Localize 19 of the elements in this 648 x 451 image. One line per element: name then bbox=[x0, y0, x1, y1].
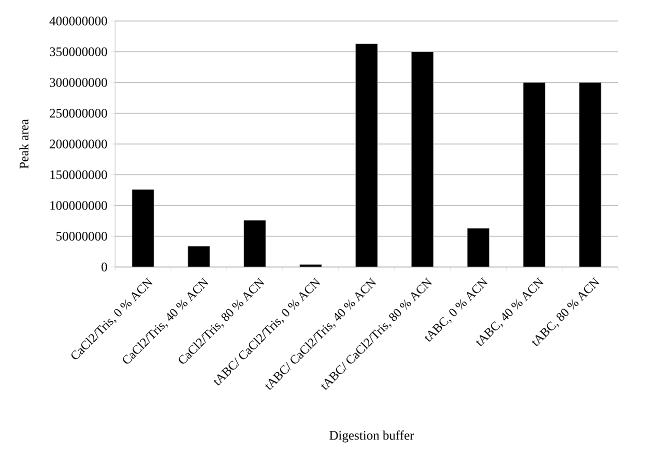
y-axis-title: Peak area bbox=[19, 119, 28, 169]
x-axis-title: Digestion buffer bbox=[329, 430, 414, 442]
bar bbox=[188, 246, 210, 267]
bar bbox=[467, 228, 490, 267]
bar bbox=[355, 44, 378, 267]
y-tick-label: 200000000 bbox=[50, 140, 108, 148]
y-tick-label: 150000000 bbox=[50, 170, 108, 180]
bar bbox=[523, 82, 546, 267]
y-tick-label: 350000000 bbox=[50, 47, 108, 56]
y-tick-label: 400000000 bbox=[50, 16, 108, 26]
y-tick-label: 100000000 bbox=[50, 201, 108, 210]
bar bbox=[132, 189, 154, 267]
y-tick-label: 300000000 bbox=[50, 78, 108, 87]
y-tick-label: 50000000 bbox=[56, 232, 108, 241]
bar bbox=[411, 52, 434, 267]
y-tick-label: 0 bbox=[102, 262, 108, 272]
y-tick-label: 250000000 bbox=[50, 108, 108, 118]
bar bbox=[578, 82, 602, 267]
bar bbox=[244, 220, 266, 267]
